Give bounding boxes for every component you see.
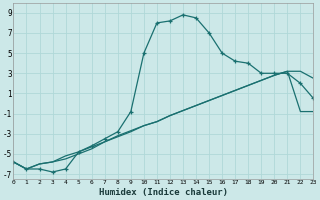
X-axis label: Humidex (Indice chaleur): Humidex (Indice chaleur): [99, 188, 228, 197]
